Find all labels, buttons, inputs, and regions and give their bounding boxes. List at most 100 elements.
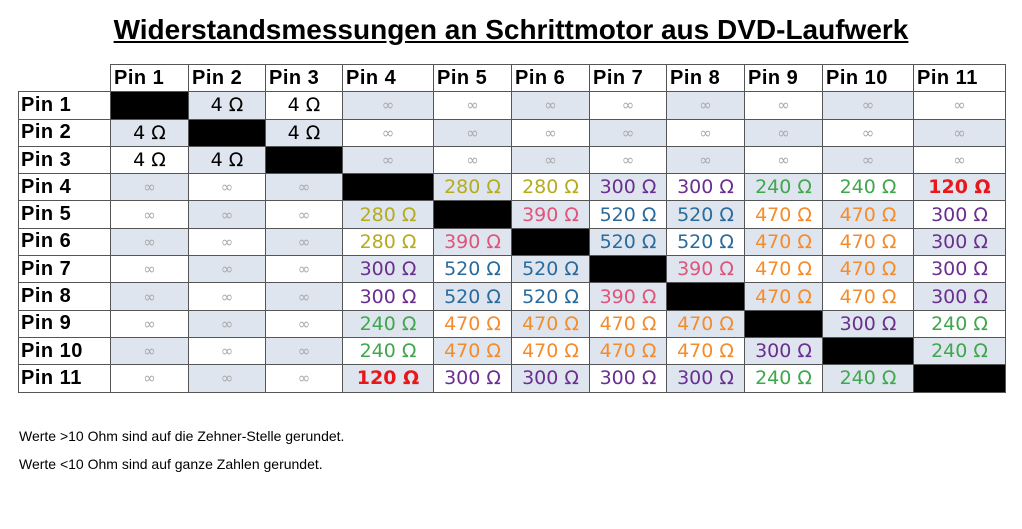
table-cell: 520 Ω xyxy=(511,282,590,311)
table-cell: 390 Ω xyxy=(589,282,667,311)
table-cell: 240 Ω xyxy=(913,336,1006,366)
table-cell: 280 Ω xyxy=(433,173,512,202)
row-header: Pin 4 xyxy=(18,173,111,202)
diagonal-cell xyxy=(511,227,590,257)
table-cell: ∞ xyxy=(589,91,667,120)
resistance-table: Pin 1 Pin 2 Pin 3 Pin 4 Pin 5 Pin 6 Pin 7 Pin 8… xyxy=(18,63,1006,393)
table-cell: ∞ xyxy=(265,200,343,229)
table-header-row: Pin 1 Pin 2 Pin 3 Pin 4 Pin 5 Pin 6 Pin 7 Pin 8… xyxy=(18,63,1006,93)
table-cell: 120 Ω xyxy=(342,364,434,393)
table-cell: 300 Ω xyxy=(913,255,1006,284)
diagonal-cell xyxy=(342,173,434,202)
table-cell: 4 Ω xyxy=(110,118,189,147)
table-cell: ∞ xyxy=(589,118,667,147)
table-cell: ∞ xyxy=(265,173,343,202)
diagonal-cell xyxy=(822,336,914,366)
row-header: Pin 1 xyxy=(18,91,111,120)
table-cell: 300 Ω xyxy=(342,255,434,284)
table-cell: 300 Ω xyxy=(433,364,512,393)
table-cell: ∞ xyxy=(110,282,189,311)
row-header: Pin 7 xyxy=(18,255,111,284)
table-cell: 520 Ω xyxy=(589,227,667,257)
diagonal-cell xyxy=(265,145,343,175)
column-header: Pin 7 xyxy=(589,63,667,93)
table-cell: 300 Ω xyxy=(511,364,590,393)
table-row: Pin 7 ∞ ∞ ∞ 300 Ω 520 Ω 520 Ω 390 Ω 470 Ω 470 Ω 30… xyxy=(18,255,1006,284)
column-header: Pin 1 xyxy=(110,63,189,93)
row-header: Pin 10 xyxy=(18,336,111,366)
table-cell: 4 Ω xyxy=(265,91,343,120)
table-cell: ∞ xyxy=(511,118,590,147)
table-cell: ∞ xyxy=(666,91,745,120)
table-cell: ∞ xyxy=(188,282,266,311)
table-cell: ∞ xyxy=(265,309,343,338)
table-cell: 240 Ω xyxy=(342,309,434,338)
table-cell: 300 Ω xyxy=(913,227,1006,257)
row-header: Pin 2 xyxy=(18,118,111,147)
table-cell: ∞ xyxy=(433,118,512,147)
table-cell: ∞ xyxy=(265,227,343,257)
table-cell: ∞ xyxy=(110,336,189,366)
table-cell: ∞ xyxy=(110,227,189,257)
column-header: Pin 10 xyxy=(822,63,914,93)
table-cell: ∞ xyxy=(666,145,745,175)
table-cell: 280 Ω xyxy=(511,173,590,202)
diagonal-cell xyxy=(666,282,745,311)
table-cell: ∞ xyxy=(188,309,266,338)
table-cell: ∞ xyxy=(822,91,914,120)
diagonal-cell xyxy=(589,255,667,284)
column-header: Pin 6 xyxy=(511,63,590,93)
table-cell: 470 Ω xyxy=(822,255,914,284)
table-cell: ∞ xyxy=(188,200,266,229)
table-cell: ∞ xyxy=(511,145,590,175)
table-row: Pin 9 ∞ ∞ ∞ 240 Ω 470 Ω 470 Ω 470 Ω 470 Ω 300 Ω 24… xyxy=(18,309,1006,338)
table-cell: 300 Ω xyxy=(913,200,1006,229)
table-cell: 390 Ω xyxy=(511,200,590,229)
table-cell: ∞ xyxy=(188,336,266,366)
table-cell: ∞ xyxy=(188,364,266,393)
table-cell: 4 Ω xyxy=(265,118,343,147)
table-cell: 4 Ω xyxy=(110,145,189,175)
column-header: Pin 8 xyxy=(666,63,745,93)
table-cell: ∞ xyxy=(265,364,343,393)
table-cell: 470 Ω xyxy=(589,309,667,338)
row-header: Pin 11 xyxy=(18,364,111,393)
table-cell: 520 Ω xyxy=(666,200,745,229)
column-header: Pin 9 xyxy=(744,63,823,93)
table-cell: 300 Ω xyxy=(589,173,667,202)
table-cell: 240 Ω xyxy=(744,364,823,393)
table-cell: 240 Ω xyxy=(342,336,434,366)
diagonal-cell xyxy=(433,200,512,229)
table-row: Pin 6 ∞ ∞ ∞ 280 Ω 390 Ω 520 Ω 520 Ω 470 Ω 470 Ω 30… xyxy=(18,227,1006,257)
table-cell: ∞ xyxy=(265,336,343,366)
page-title: Widerstandsmessungen an Schrittmotor aus… xyxy=(113,14,909,45)
table-cell: ∞ xyxy=(511,91,590,120)
row-header: Pin 6 xyxy=(18,227,111,257)
table-cell: 470 Ω xyxy=(589,336,667,366)
row-header: Pin 8 xyxy=(18,282,111,311)
table-cell: 470 Ω xyxy=(666,336,745,366)
table-cell: ∞ xyxy=(265,282,343,311)
table-cell: ∞ xyxy=(110,255,189,284)
table-cell: 470 Ω xyxy=(433,309,512,338)
table-cell: ∞ xyxy=(188,227,266,257)
table-cell: ∞ xyxy=(188,255,266,284)
table-cell: 470 Ω xyxy=(666,309,745,338)
table-cell: 520 Ω xyxy=(511,255,590,284)
table-cell: ∞ xyxy=(265,255,343,284)
table-cell: ∞ xyxy=(744,91,823,120)
table-cell: 300 Ω xyxy=(913,282,1006,311)
table-corner xyxy=(18,64,111,92)
table-row: Pin 4 ∞ ∞ ∞ 280 Ω 280 Ω 300 Ω 300 Ω 240 Ω 240 Ω 12… xyxy=(18,173,1006,202)
column-header: Pin 2 xyxy=(188,63,266,93)
table-cell: 120 Ω xyxy=(913,173,1006,202)
table-cell: ∞ xyxy=(110,309,189,338)
table-cell: 470 Ω xyxy=(744,282,823,311)
table-cell: ∞ xyxy=(744,118,823,147)
table-cell: 4 Ω xyxy=(188,91,266,120)
footnote-rounding-integers: Werte <10 Ohm sind auf ganze Zahlen geru… xyxy=(19,456,323,472)
table-cell: 470 Ω xyxy=(511,309,590,338)
